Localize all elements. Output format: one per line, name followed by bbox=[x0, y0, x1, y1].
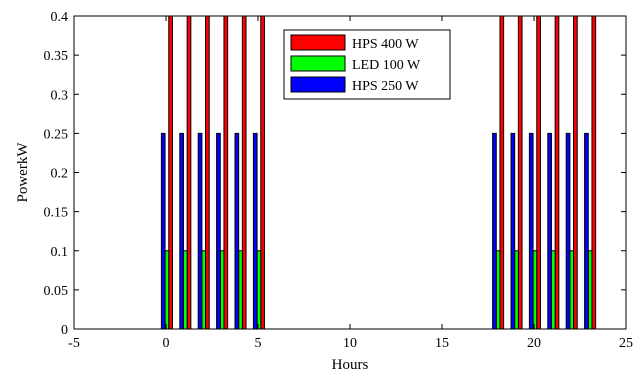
bar-hps-400-w-3 bbox=[223, 15, 229, 330]
x-tick-label: -5 bbox=[68, 336, 80, 351]
bar-led-100-w-0 bbox=[164, 250, 170, 330]
bar-hps-400-w-2 bbox=[205, 15, 210, 330]
bar-led-100-w-1 bbox=[182, 250, 188, 330]
bar-led-100-w-22 bbox=[569, 250, 575, 330]
y-tick-label: 0 bbox=[61, 323, 68, 338]
x-tick-label: 10 bbox=[343, 336, 357, 351]
bar-hps-250-w-5 bbox=[252, 132, 258, 330]
y-tick-label: 0.3 bbox=[51, 88, 69, 103]
legend-swatch-led-100-w bbox=[290, 55, 346, 72]
bar-hps-250-w-0 bbox=[160, 132, 166, 330]
bar-hps-250-w-18 bbox=[492, 132, 497, 330]
x-tick-label: 15 bbox=[435, 336, 449, 351]
bar-led-100-w-5 bbox=[256, 250, 262, 330]
bar-hps-250-w-22 bbox=[565, 132, 571, 330]
legend-swatch-hps-250-w bbox=[290, 76, 346, 93]
y-tick-label: 0.05 bbox=[44, 284, 69, 299]
bar-hps-250-w-21 bbox=[547, 132, 552, 330]
x-tick-label: 0 bbox=[163, 336, 170, 351]
x-tick-label: 20 bbox=[527, 336, 541, 351]
y-tick-label: 0.25 bbox=[44, 127, 69, 142]
legend-label-hps-400-w: HPS 400 W bbox=[352, 37, 419, 52]
bar-led-100-w-21 bbox=[550, 250, 556, 330]
bar-hps-400-w-5 bbox=[260, 15, 265, 330]
bar-hps-250-w-1 bbox=[179, 132, 184, 330]
bar-hps-400-w-0 bbox=[168, 15, 173, 330]
bar-hps-400-w-21 bbox=[554, 15, 560, 330]
bar-hps-250-w-4 bbox=[234, 132, 240, 330]
y-tick-label: 0.1 bbox=[51, 245, 69, 260]
bar-hps-250-w-23 bbox=[584, 132, 589, 330]
y-axis-label: PowerkW bbox=[15, 142, 31, 203]
y-tick-label: 0.15 bbox=[44, 206, 69, 221]
bar-led-100-w-18 bbox=[495, 250, 501, 330]
bar-led-100-w-23 bbox=[587, 250, 593, 330]
x-tick-label: 5 bbox=[255, 336, 262, 351]
ticks-group: -5 0 5 10 15 20 2500.050.10.150.20.250.30.350.… bbox=[44, 10, 634, 351]
bar-hps-400-w-19 bbox=[517, 15, 523, 330]
bar-hps-250-w-3 bbox=[216, 132, 221, 330]
bar-hps-400-w-22 bbox=[573, 15, 578, 330]
legend-label-led-100-w: LED 100 W bbox=[352, 58, 421, 73]
bar-hps-400-w-4 bbox=[241, 15, 247, 330]
x-tick-label: 25 bbox=[619, 336, 633, 351]
legend-swatch-hps-400-w bbox=[290, 34, 346, 51]
bar-led-100-w-4 bbox=[238, 250, 243, 330]
bar-hps-250-w-19 bbox=[510, 132, 516, 330]
bar-hps-250-w-20 bbox=[528, 132, 534, 330]
x-axis-label: Hours bbox=[332, 357, 369, 373]
bar-hps-250-w-2 bbox=[197, 132, 203, 330]
y-tick-label: 0.35 bbox=[44, 49, 69, 64]
y-tick-label: 0.2 bbox=[51, 167, 69, 182]
bar-hps-400-w-20 bbox=[536, 15, 541, 330]
bar-hps-400-w-18 bbox=[499, 15, 505, 330]
bar-led-100-w-19 bbox=[514, 250, 519, 330]
bar-hps-400-w-23 bbox=[591, 15, 597, 330]
legend: HPS 400 W LED 100 W HPS 250 W bbox=[283, 29, 451, 100]
y-tick-label: 0.4 bbox=[51, 10, 69, 25]
bar-led-100-w-20 bbox=[532, 250, 538, 330]
bar-hps-400-w-1 bbox=[186, 15, 192, 330]
legend-label-hps-250-w: HPS 250 W bbox=[352, 79, 419, 94]
bar-led-100-w-3 bbox=[219, 250, 225, 330]
bar-led-100-w-2 bbox=[201, 250, 207, 330]
